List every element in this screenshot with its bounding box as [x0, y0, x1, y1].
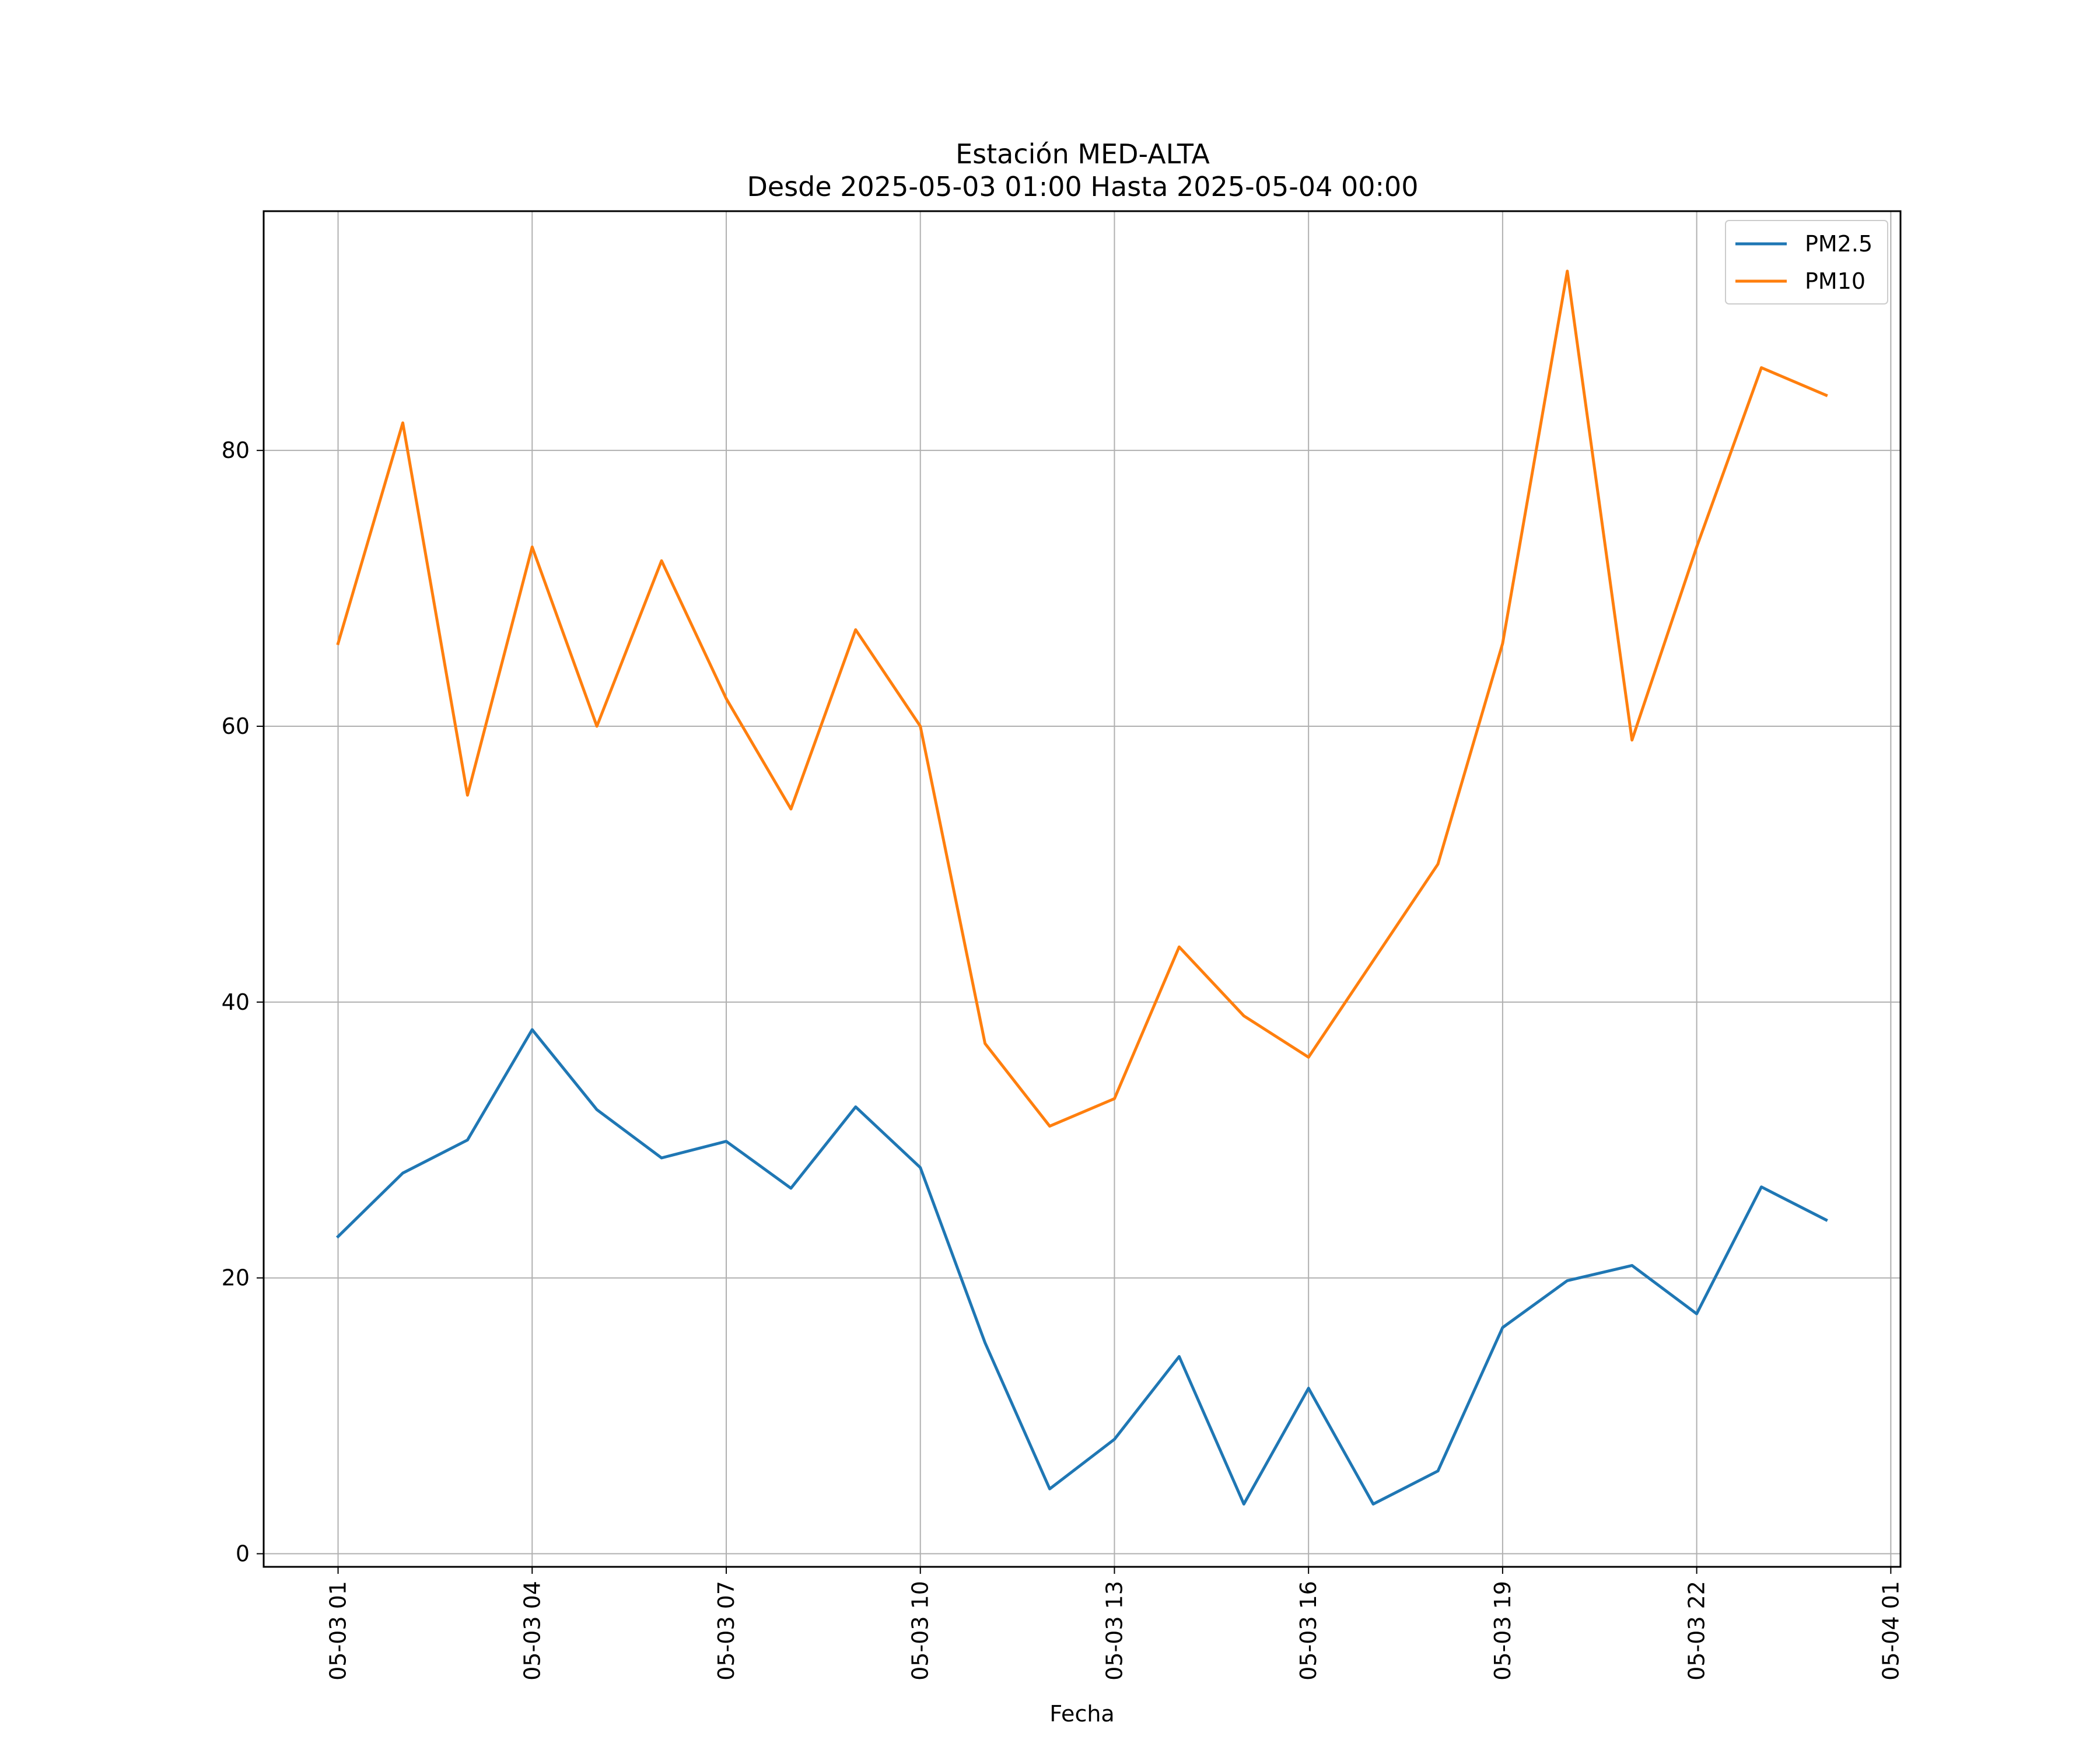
series-lines: [335, 270, 1828, 1506]
legend-frame: [1725, 220, 1888, 304]
x-tick-label: 05-04 01: [1878, 1581, 1903, 1681]
chart-subtitle: Desde 2025-05-03 01:00 Hasta 2025-05-04 …: [747, 171, 1418, 202]
y-tick-label: 20: [222, 1265, 250, 1291]
axis-ticks: 0 20 40 60 80 05-03 01 05-03 04 05-03 07 05-03 1…: [222, 438, 1904, 1681]
grid-lines: [264, 211, 1901, 1567]
x-tick-label: 05-03 13: [1101, 1581, 1127, 1681]
x-tick-label: 05-03 19: [1490, 1581, 1516, 1681]
plot-area-frame: [262, 210, 1902, 1568]
legend-label-pm10: PM10: [1805, 268, 1866, 294]
legend-label-pm25: PM2.5: [1805, 231, 1873, 257]
y-tick-label: 60: [222, 713, 250, 739]
y-tick-label: 80: [222, 438, 250, 463]
series-line-pm25: [335, 1028, 1828, 1506]
x-tick-label: 05-03 22: [1684, 1581, 1710, 1681]
y-tick-label: 0: [236, 1541, 250, 1567]
x-axis-label: Fecha: [1049, 1701, 1114, 1727]
x-tick-label: 05-03 07: [713, 1581, 739, 1681]
x-tick-label: 05-03 04: [519, 1581, 545, 1681]
x-tick-label: 05-03 01: [326, 1581, 351, 1681]
chart-title: Estación MED-ALTA: [956, 138, 1210, 170]
x-tick-label: 05-03 16: [1296, 1581, 1321, 1681]
legend: PM2.5 PM10: [1725, 220, 1888, 304]
x-tick-label: 05-03 10: [908, 1581, 933, 1681]
series-line-pm10: [336, 270, 1828, 1128]
y-tick-label: 40: [222, 989, 250, 1015]
